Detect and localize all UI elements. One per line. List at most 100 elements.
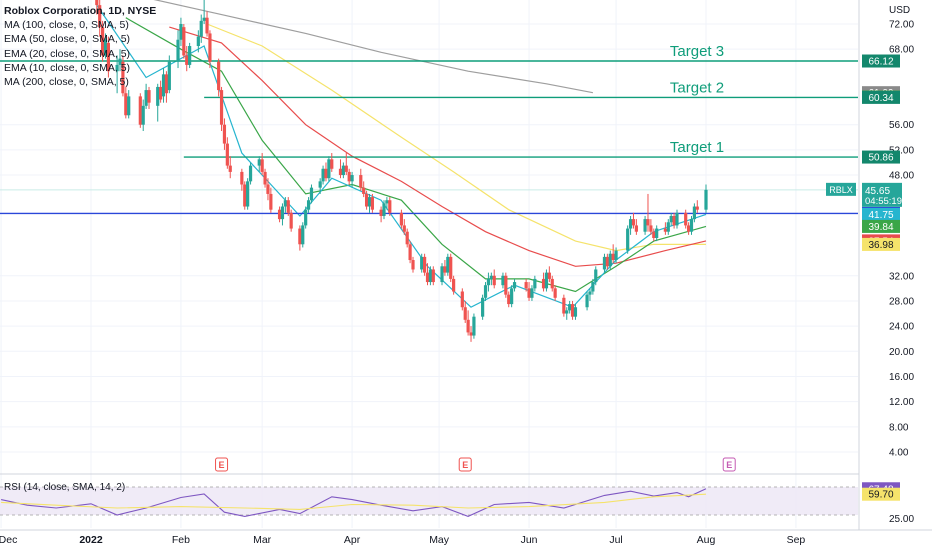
candle-body <box>364 193 369 207</box>
price-badge[interactable] <box>862 207 900 221</box>
symbol-tag-label: RBLX <box>829 185 853 195</box>
candle-body <box>568 304 572 311</box>
candle-body <box>359 175 363 188</box>
candle-body <box>466 319 470 333</box>
candle-body <box>306 200 311 210</box>
price-tick-label: 24.00 <box>889 322 914 333</box>
candle-body <box>280 206 285 220</box>
candle-body <box>672 215 676 226</box>
candle-body <box>283 200 287 207</box>
candle-body <box>341 165 345 176</box>
price-badge[interactable] <box>862 54 900 68</box>
candle-body <box>684 212 688 226</box>
price-badge[interactable] <box>862 150 900 164</box>
price-tick-label: 72.00 <box>889 20 914 31</box>
candle-body <box>405 231 409 245</box>
indicator-label-ema50[interactable]: EMA (50, close, 0, SMA, 5) <box>4 33 131 46</box>
candle-body <box>246 181 250 207</box>
target-3-label[interactable]: Target 3 <box>670 43 724 60</box>
candle-body <box>402 225 406 232</box>
candle-body <box>440 266 444 283</box>
time-tick-label: May <box>429 534 450 546</box>
rsi-label[interactable]: RSI (14, close, SMA, 14, 2) <box>4 482 126 493</box>
candle-body <box>260 159 264 172</box>
countdown-label: 04:55:19 <box>865 196 902 207</box>
candle-body <box>217 61 221 91</box>
rsi-line <box>0 488 707 517</box>
target-2-label[interactable]: Target 2 <box>670 79 724 96</box>
candle-body <box>277 209 282 220</box>
candle-body <box>185 55 189 65</box>
price-badge-label: 50.86 <box>868 153 893 164</box>
candle-body <box>219 90 224 125</box>
candle-body <box>423 256 427 273</box>
candle-body <box>327 159 331 179</box>
rsi-ma-badge[interactable] <box>862 487 900 501</box>
candle-body <box>626 228 630 251</box>
candle-body <box>452 278 456 292</box>
candle-body <box>196 36 200 47</box>
candle-body <box>205 17 209 34</box>
candle-body <box>338 168 343 176</box>
target-1-label[interactable]: Target 1 <box>670 139 724 156</box>
candle-body <box>686 225 691 232</box>
candle-body <box>147 90 151 103</box>
candle-body <box>649 225 653 232</box>
candles <box>95 0 708 342</box>
ma-line-ma100 <box>206 23 707 252</box>
price-tick-label: 20.00 <box>889 347 914 358</box>
time-axis[interactable]: Dec 2022 Feb Mar Apr May Jun Jul Aug Sep <box>0 529 932 546</box>
candle-body <box>301 225 305 245</box>
last-price-badge[interactable] <box>862 182 902 207</box>
earnings-marker-label: E <box>462 460 468 470</box>
price-badge[interactable] <box>862 219 900 233</box>
candle-body <box>553 288 557 298</box>
candle-body <box>379 209 383 216</box>
candle-body <box>257 159 261 166</box>
candle-body <box>182 27 186 56</box>
candle-body <box>527 288 531 298</box>
candle-body <box>565 310 569 314</box>
candle-body <box>594 269 598 283</box>
candle-body <box>179 24 183 40</box>
time-tick-label: Dec <box>0 534 17 546</box>
candle-body <box>547 272 551 279</box>
indicator-label-ema20[interactable]: EMA (20, close, 0, SMA, 5) <box>4 47 131 60</box>
candle-body <box>167 61 171 91</box>
earnings-marker-label: E <box>219 460 225 470</box>
time-tick-label: 2022 <box>79 534 103 546</box>
price-badge[interactable] <box>862 90 900 104</box>
candle-body <box>663 228 667 232</box>
earnings-marker[interactable] <box>215 457 229 472</box>
candle-body <box>202 17 206 21</box>
candle-body <box>222 124 227 144</box>
earnings-marker[interactable] <box>458 457 472 472</box>
price-tick-label: 28.00 <box>889 296 914 307</box>
price-axis[interactable]: USD 72.00 68.00 56.00 52.00 48.00 32.00 28.00 24… <box>826 0 914 530</box>
candle-body <box>286 200 290 213</box>
candle-body <box>370 197 374 210</box>
candle-body <box>428 269 433 283</box>
candle-body <box>159 86 163 100</box>
earnings-marker[interactable] <box>722 457 736 472</box>
target-lines[interactable]: Target 3 Target 2 Target 1 <box>0 43 858 215</box>
indicator-label-ma200[interactable]: MA (200, close, 0, SMA, 5) <box>4 76 129 89</box>
rsi-pane <box>0 486 858 517</box>
candle-body <box>106 42 111 72</box>
candle-body <box>330 159 334 169</box>
candle-body <box>115 64 119 72</box>
candle-body <box>628 219 633 229</box>
symbol-tag[interactable] <box>826 182 856 196</box>
candle-body <box>208 33 212 62</box>
indicator-label-ma100[interactable]: MA (100, close, 0, SMA, 5) <box>4 19 129 32</box>
price-badge[interactable] <box>862 237 900 251</box>
candle-body <box>510 288 514 305</box>
candle-body <box>533 278 537 289</box>
price-badge-label: 66.12 <box>868 57 893 68</box>
candle-body <box>524 282 528 289</box>
indicator-label-ema10[interactable]: EMA (10, close, 0, SMA, 5) <box>4 61 131 74</box>
candle-body <box>243 184 247 207</box>
candle-body <box>605 256 609 267</box>
